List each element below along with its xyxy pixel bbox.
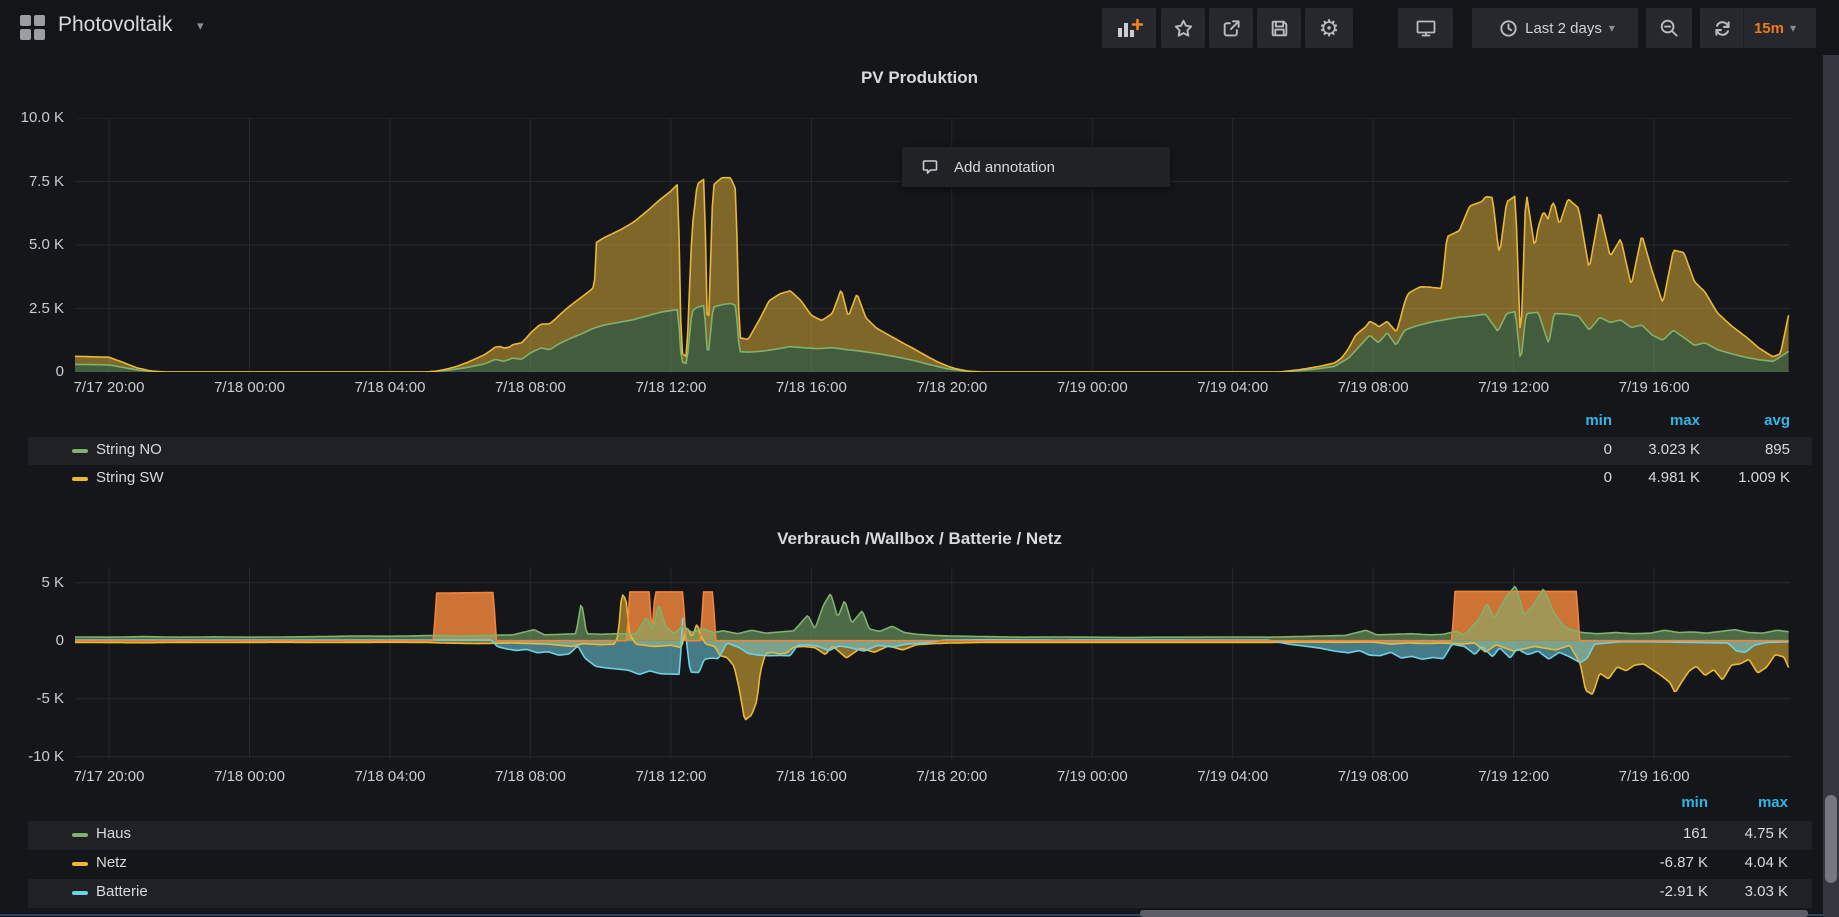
x-axis-tick-label: 7/19 04:00 [1173, 379, 1293, 396]
x-axis-tick-label: 7/18 08:00 [470, 379, 590, 396]
vertical-scrollbar-thumb[interactable] [1825, 795, 1837, 883]
x-axis-tick-label: 7/18 16:00 [751, 768, 871, 785]
x-axis-tick-label: 7/19 00:00 [1032, 379, 1152, 396]
comment-bubble-icon [920, 157, 940, 177]
series-label-string-no[interactable]: String NO [96, 441, 162, 458]
y-axis-tick-label: 0 [4, 632, 64, 649]
time-series-plot-c2[interactable] [75, 567, 1790, 759]
series-swatch-string-no[interactable] [72, 449, 88, 453]
legend-row-string-sw[interactable]: String SW 0 4.981 K 1.009 K [28, 465, 1812, 493]
series-swatch-string-sw[interactable] [72, 477, 88, 481]
x-axis-tick-label: 7/19 12:00 [1454, 379, 1574, 396]
star-dashboard-button[interactable] [1161, 8, 1205, 48]
y-axis-tick-label: -10 K [4, 748, 64, 765]
panel-title-verbrauch[interactable]: Verbrauch /Wallbox / Batterie / Netz [0, 529, 1839, 549]
share-dashboard-button[interactable] [1209, 8, 1253, 48]
legend-row-string-no[interactable]: String NO 0 3.023 K 895 [28, 437, 1812, 465]
refresh-interval-label[interactable]: 15m [1754, 20, 1784, 37]
x-axis-tick-label: 7/19 08:00 [1313, 379, 1433, 396]
gear-icon: ⚙ [1319, 17, 1340, 40]
batterie-max: 3.03 K [1668, 883, 1788, 900]
refresh-icon [1712, 18, 1733, 39]
dashboard-settings-button[interactable]: ⚙ [1305, 8, 1353, 48]
x-axis-tick-label: 7/19 08:00 [1313, 768, 1433, 785]
horizontal-scrollbar-thumb[interactable] [1140, 910, 1808, 917]
legend2-header-row: min max [0, 792, 1839, 818]
x-axis-tick-label: 7/19 16:00 [1594, 379, 1714, 396]
x-axis-tick-label: 7/18 20:00 [892, 768, 1012, 785]
series-swatch-batterie[interactable] [72, 891, 88, 895]
cycle-view-mode-button[interactable] [1398, 8, 1453, 48]
series-label-string-sw[interactable]: String SW [96, 469, 164, 486]
x-axis-tick-label: 7/18 00:00 [190, 768, 310, 785]
dashboard-title-caret-icon[interactable]: ▾ [197, 18, 204, 34]
legend-row-haus[interactable]: Haus 161 4.75 K [28, 821, 1812, 850]
y-axis-tick-label: 5 K [4, 574, 64, 591]
legend-row-netz[interactable]: Netz -6.87 K 4.04 K [28, 850, 1812, 879]
x-axis-tick-label: 7/18 04:00 [330, 768, 450, 785]
clock-icon [1499, 19, 1518, 38]
y-axis-tick-label: 5.0 K [4, 236, 64, 253]
y-axis-tick-label: 7.5 K [4, 173, 64, 190]
share-icon [1221, 18, 1242, 39]
x-axis-tick-label: 7/18 04:00 [330, 379, 450, 396]
x-axis-tick-label: 7/19 16:00 [1594, 768, 1714, 785]
string-sw-avg: 1.009 K [1670, 469, 1790, 486]
x-axis-tick-label: 7/18 00:00 [190, 379, 310, 396]
x-axis-tick-label: 7/17 20:00 [49, 379, 169, 396]
x-axis-tick-label: 7/19 04:00 [1173, 768, 1293, 785]
add-panel-icon [1116, 18, 1143, 39]
save-icon [1269, 18, 1290, 39]
vertical-scrollbar-track[interactable] [1823, 55, 1839, 917]
y-axis-tick-label: -5 K [4, 690, 64, 707]
top-navbar: Photovoltaik ▾ [0, 0, 1839, 55]
x-axis-tick-label: 7/18 08:00 [470, 768, 590, 785]
time-range-picker[interactable]: Last 2 days ▾ [1472, 8, 1638, 48]
x-axis-tick-label: 7/18 12:00 [611, 768, 731, 785]
monitor-icon [1415, 18, 1437, 39]
string-no-avg: 895 [1670, 441, 1790, 458]
star-icon [1173, 18, 1194, 39]
add-annotation-label: Add annotation [954, 159, 1055, 176]
x-axis-tick-label: 7/17 20:00 [49, 768, 169, 785]
panel-title-pv-produktion[interactable]: PV Produktion [0, 68, 1839, 88]
dashboard-grid-icon[interactable] [20, 15, 45, 40]
time-range-caret-icon: ▾ [1609, 21, 1615, 35]
refresh-interval-caret-icon[interactable]: ▾ [1790, 21, 1796, 35]
y-axis-tick-label: 2.5 K [4, 300, 64, 317]
x-axis-tick-label: 7/19 00:00 [1032, 768, 1152, 785]
x-axis-tick-label: 7/18 16:00 [751, 379, 871, 396]
y-axis-tick-label: 10.0 K [4, 109, 64, 126]
refresh-group: 15m ▾ [1700, 8, 1816, 48]
series-label-batterie[interactable]: Batterie [96, 883, 148, 900]
time-range-label: Last 2 days [1525, 20, 1602, 37]
x-axis-tick-label: 7/18 12:00 [611, 379, 731, 396]
legend1-header-row: min max avg [0, 410, 1839, 436]
x-axis-tick-label: 7/18 20:00 [892, 379, 1012, 396]
divider [1743, 8, 1744, 48]
legend1-sort-avg[interactable]: avg [1670, 412, 1790, 429]
save-dashboard-button[interactable] [1257, 8, 1301, 48]
haus-max: 4.75 K [1668, 825, 1788, 842]
add-annotation-menu[interactable]: Add annotation [902, 147, 1170, 187]
magnifier-minus-icon [1659, 18, 1680, 39]
series-swatch-haus[interactable] [72, 833, 88, 837]
refresh-button[interactable] [1712, 18, 1733, 39]
dashboard-title[interactable]: Photovoltaik [58, 13, 172, 37]
netz-max: 4.04 K [1668, 854, 1788, 871]
legend-row-batterie[interactable]: Batterie -2.91 K 3.03 K [28, 879, 1812, 908]
y-axis-tick-label: 0 [4, 363, 64, 380]
zoom-out-time-button[interactable] [1646, 8, 1692, 48]
series-label-netz[interactable]: Netz [96, 854, 127, 871]
x-axis-tick-label: 7/19 12:00 [1454, 768, 1574, 785]
legend2-sort-max[interactable]: max [1668, 794, 1788, 811]
add-panel-button[interactable] [1102, 8, 1156, 48]
grafana-dashboard: Photovoltaik ▾ [0, 0, 1839, 917]
series-swatch-netz[interactable] [72, 862, 88, 866]
series-label-haus[interactable]: Haus [96, 825, 131, 842]
